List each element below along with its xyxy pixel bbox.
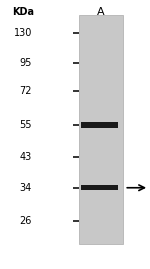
Text: 34: 34 [20,183,32,193]
Text: 95: 95 [20,58,32,68]
Text: 26: 26 [20,216,32,226]
Text: 43: 43 [20,152,32,162]
Text: KDa: KDa [12,7,34,17]
Text: 130: 130 [14,28,32,38]
Text: A: A [96,7,104,17]
FancyBboxPatch shape [81,185,118,190]
Text: 55: 55 [20,120,32,130]
FancyBboxPatch shape [81,122,118,128]
FancyBboxPatch shape [79,15,123,244]
Text: 72: 72 [20,86,32,95]
